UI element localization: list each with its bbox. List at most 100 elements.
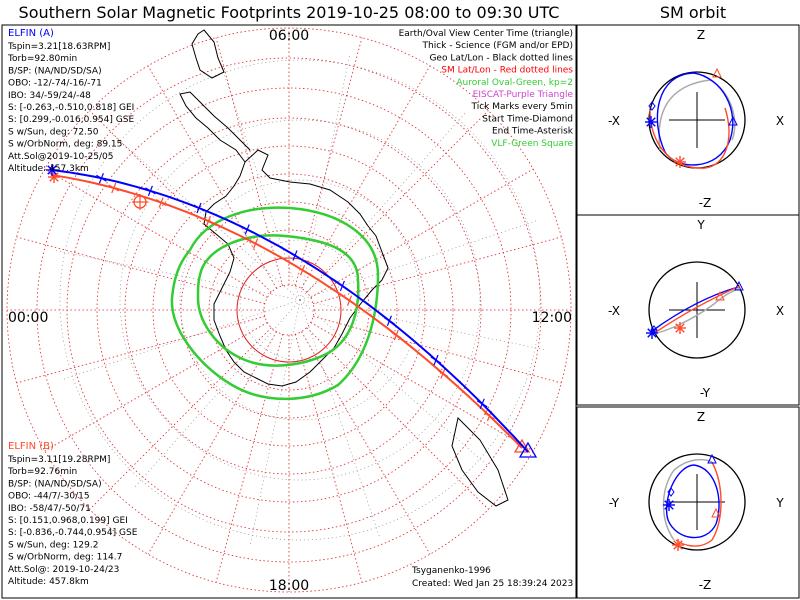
sm-meridian xyxy=(16,236,265,304)
sm-meridian xyxy=(215,37,283,286)
geo-meridian xyxy=(134,299,301,488)
elfin-b-tick xyxy=(111,182,117,194)
clock-label-right: 12:00 xyxy=(532,310,572,326)
legend-item: SM Lat/Lon - Red dotted lines xyxy=(441,66,573,76)
elfin-a-info-line: Tspin=3.21[18.63RPM] xyxy=(7,42,110,52)
orbit-elfin-b-track xyxy=(655,285,741,333)
elfin-b-center-triangle xyxy=(513,438,531,453)
sm-meridian xyxy=(295,37,363,286)
elfin-b-tick xyxy=(393,329,399,341)
axis-label-h-pos: Y xyxy=(775,496,784,510)
elfin-b-info-line: Att.Sol@: 2019-10-24/23 xyxy=(8,565,119,575)
sm-meridian xyxy=(147,65,277,289)
geo-lat-circle xyxy=(59,59,541,541)
elfin-b-info-line: Altitude: 457.8km xyxy=(8,577,89,587)
sm-lat-circle xyxy=(152,173,426,447)
elfin-b-info-line: S: [-0.836,-0.744,0.954] GSE xyxy=(8,528,138,538)
geo-meridian xyxy=(299,112,466,301)
axis-label-v-neg: -Y xyxy=(700,386,711,400)
orbit-a-diamond xyxy=(648,101,656,111)
orbit-panel: -Y Y Z -Z xyxy=(576,406,800,599)
clock-label-left: 00:00 xyxy=(8,310,48,326)
elfin-a-info-line: OBO: -12/-74/-16/-71 xyxy=(8,79,102,89)
clock-label-bottom: 18:00 xyxy=(269,578,309,594)
sm-meridian xyxy=(215,334,283,583)
elfin-a-info-line: S: [-0.263,-0.510,0.818] GEI xyxy=(8,103,134,113)
orbit-a-asterisk xyxy=(646,117,656,127)
sm-meridian xyxy=(301,331,431,555)
orbit-b-asterisk xyxy=(675,157,685,167)
elfin-a-tick xyxy=(292,250,298,261)
orbit-b-triangle xyxy=(711,507,721,518)
australia-outline xyxy=(451,416,509,507)
elfin-a-info-line: Altitude: 457.3km xyxy=(8,164,89,174)
elfin-b-info-line: OBO: -44/7/-30/15 xyxy=(8,492,90,502)
elfin-b-footprint-track xyxy=(48,171,531,453)
axis-label-v-neg: -Z xyxy=(699,578,712,592)
geo-meridian xyxy=(299,54,351,301)
legend-item: Tick Marks every 5min xyxy=(471,102,573,112)
geo-meridian xyxy=(299,299,488,466)
orbit-title: SM orbit xyxy=(660,3,726,22)
orbit-panel-frame xyxy=(576,406,800,599)
elfin-a-info: ELFIN (A) Tspin=3.21[18.63RPM] Torb=92.80… xyxy=(7,28,134,174)
geo-lat-lon-grid xyxy=(54,54,546,546)
auroral-oval-inner xyxy=(196,234,360,367)
antarctica-outline xyxy=(203,149,389,387)
elfin-a-info-line: S w/Sun, deg: 72.50 xyxy=(8,127,99,137)
sm-meridian xyxy=(310,322,534,452)
created-label: Created: Wed Jan 25 18:39:24 2023 xyxy=(412,579,573,589)
orbit-elfin-b-track xyxy=(675,461,722,547)
sm-meridian xyxy=(306,327,489,510)
geo-meridian xyxy=(112,134,301,301)
elfin-a-center-triangle xyxy=(518,441,538,458)
elfin-a-tick xyxy=(147,185,153,197)
peninsula-outline xyxy=(179,91,251,163)
geo-lat-circle xyxy=(119,119,481,481)
axis-label-v-pos: Y xyxy=(696,218,705,232)
elfin-a-tick xyxy=(244,224,250,235)
orbit-panel: -X X Y -Y xyxy=(576,214,800,406)
axis-label-v-pos: Z xyxy=(697,28,705,42)
orbit-b-triangle xyxy=(712,67,722,78)
elfin-a-tick xyxy=(339,280,345,292)
sm-meridian xyxy=(313,236,562,304)
orbit-a-triangle xyxy=(734,280,744,291)
axis-label-h-neg: -X xyxy=(608,114,620,128)
elfin-a-info-line: B/SP: (NA/ND/SD/SA) xyxy=(8,66,102,76)
sm-lat-lon-grid xyxy=(6,27,572,593)
orbit-a-triangle xyxy=(728,115,738,126)
legend-item: EISCAT-Purple Triangle xyxy=(473,90,574,100)
orbit-b-triangle xyxy=(715,290,725,301)
orbit-a-asterisk xyxy=(647,328,657,338)
geo-lat-circle xyxy=(239,239,361,361)
sm-lat-circle-solid xyxy=(236,257,342,363)
axis-label-h-pos: X xyxy=(776,304,784,318)
geo-meridian xyxy=(249,299,301,546)
orbit-elfin-a-track xyxy=(656,72,734,166)
elfin-b-info-line: S w/Sun, deg: 129.2 xyxy=(8,540,98,550)
elfin-a-tick xyxy=(386,315,392,327)
legend-item: End Time-Asterisk xyxy=(492,127,574,137)
elfin-a-tick xyxy=(479,398,485,410)
elfin-a-tick xyxy=(196,202,202,214)
elfin-b-info-line: S w/OrbNorm, deg: 114.7 xyxy=(8,553,122,563)
orbit-elfin-b-track xyxy=(649,107,730,169)
sm-meridian xyxy=(313,316,562,384)
orbit-gray-track xyxy=(658,79,736,151)
axis-label-h-neg: -Y xyxy=(609,496,620,510)
elfin-b-info: ELFIN (B) Tspin=3.11[19.28RPM] Torb=92.76… xyxy=(7,441,138,587)
elfin-b-info-lines: Tspin=3.11[19.28RPM] Torb=92.76min B/SP: (… xyxy=(7,455,138,587)
elfin-b-track-line xyxy=(51,174,523,449)
sm-lat-circle xyxy=(96,117,482,503)
elfin-b-tick xyxy=(205,215,211,227)
elfin-a-info-line: Att.Sol@2019-10-25/05 xyxy=(8,152,113,162)
sm-lat-circle xyxy=(263,284,315,336)
orbit-panel: -X X Z -Z xyxy=(576,24,800,216)
axis-label-h-pos: X xyxy=(776,114,784,128)
sm-lat-circle xyxy=(124,145,454,475)
orbit-elfin-a-track xyxy=(666,464,720,539)
elfin-b-tick xyxy=(158,197,164,208)
earth-circle xyxy=(648,261,746,359)
